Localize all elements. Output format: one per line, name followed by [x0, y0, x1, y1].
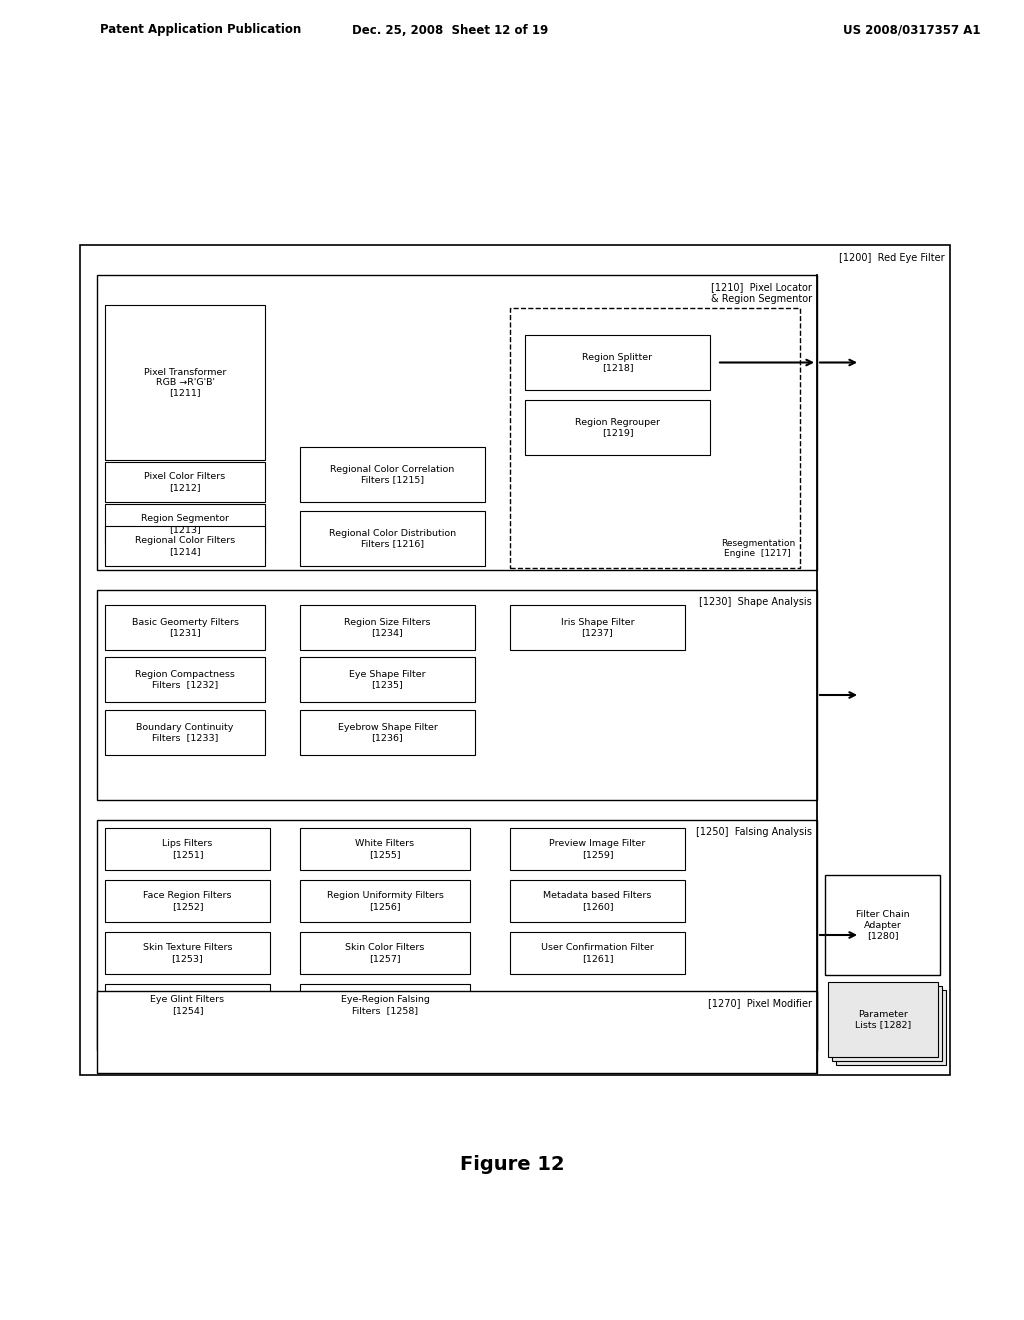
Bar — [525, 400, 710, 455]
Text: Regional Color Filters
[1214]: Regional Color Filters [1214] — [135, 536, 236, 556]
Bar — [836, 990, 946, 1065]
Bar — [300, 511, 485, 566]
Text: Boundary Continuity
Filters  [1233]: Boundary Continuity Filters [1233] — [136, 723, 233, 742]
Bar — [105, 932, 270, 974]
Bar — [300, 447, 485, 502]
Text: Skin Texture Filters
[1253]: Skin Texture Filters [1253] — [142, 944, 232, 962]
Text: User Confirmation Filter
[1261]: User Confirmation Filter [1261] — [541, 944, 654, 962]
Text: Region Size Filters
[1234]: Region Size Filters [1234] — [344, 618, 431, 638]
Bar — [510, 828, 685, 870]
Bar — [300, 657, 475, 702]
Text: Eye-Region Falsing
Filters  [1258]: Eye-Region Falsing Filters [1258] — [341, 995, 429, 1015]
Bar — [80, 246, 950, 1074]
Text: Eye Shape Filter
[1235]: Eye Shape Filter [1235] — [349, 669, 426, 689]
Bar — [300, 880, 470, 921]
Bar — [97, 590, 817, 800]
Text: Lips Filters
[1251]: Lips Filters [1251] — [163, 840, 213, 859]
Bar — [828, 982, 938, 1057]
Bar — [300, 983, 470, 1026]
Bar — [510, 605, 685, 649]
Bar — [831, 986, 942, 1061]
Text: Parameter
Lists [1282]: Parameter Lists [1282] — [855, 1010, 911, 1030]
Text: Region Uniformity Filters
[1256]: Region Uniformity Filters [1256] — [327, 891, 443, 911]
Bar — [510, 880, 685, 921]
Text: Preview Image Filter
[1259]: Preview Image Filter [1259] — [549, 840, 646, 859]
Text: Region Regrouper
[1219]: Region Regrouper [1219] — [575, 418, 660, 437]
Bar — [510, 308, 800, 568]
Bar — [105, 605, 265, 649]
Text: Filter Chain
Adapter
[1280]: Filter Chain Adapter [1280] — [856, 909, 909, 940]
Text: Figure 12: Figure 12 — [460, 1155, 564, 1175]
Text: [1210]  Pixel Locator
& Region Segmentor: [1210] Pixel Locator & Region Segmentor — [711, 282, 812, 304]
Bar — [105, 657, 265, 702]
Text: Metadata based Filters
[1260]: Metadata based Filters [1260] — [544, 891, 651, 911]
Text: Pixel Color Filters
[1212]: Pixel Color Filters [1212] — [144, 473, 225, 492]
Text: Pixel Transformer
RGB →R'G'B'
[1211]: Pixel Transformer RGB →R'G'B' [1211] — [143, 367, 226, 397]
Text: Dec. 25, 2008  Sheet 12 of 19: Dec. 25, 2008 Sheet 12 of 19 — [352, 24, 548, 37]
Bar — [105, 305, 265, 459]
Text: Eyebrow Shape Filter
[1236]: Eyebrow Shape Filter [1236] — [338, 723, 437, 742]
Bar — [105, 983, 270, 1026]
Bar — [97, 275, 817, 570]
Text: Region Compactness
Filters  [1232]: Region Compactness Filters [1232] — [135, 669, 234, 689]
Text: [1200]  Red Eye Filter: [1200] Red Eye Filter — [840, 253, 945, 263]
Bar — [105, 525, 265, 566]
Text: [1230]  Shape Analysis: [1230] Shape Analysis — [699, 597, 812, 607]
Text: Basic Geomerty Filters
[1231]: Basic Geomerty Filters [1231] — [131, 618, 239, 638]
Bar — [105, 880, 270, 921]
Bar — [105, 710, 265, 755]
Text: Eye Glint Filters
[1254]: Eye Glint Filters [1254] — [151, 995, 224, 1015]
Bar — [510, 932, 685, 974]
Bar — [300, 605, 475, 649]
Text: Patent Application Publication: Patent Application Publication — [100, 24, 301, 37]
Bar — [105, 504, 265, 544]
Text: Regional Color Distribution
Filters [1216]: Regional Color Distribution Filters [121… — [329, 529, 456, 548]
Bar — [97, 820, 817, 1049]
Bar — [525, 335, 710, 389]
Bar — [97, 991, 817, 1073]
Text: Iris Shape Filter
[1237]: Iris Shape Filter [1237] — [561, 618, 634, 638]
Text: US 2008/0317357 A1: US 2008/0317357 A1 — [843, 24, 980, 37]
Bar — [105, 828, 270, 870]
Text: White Filters
[1255]: White Filters [1255] — [355, 840, 415, 859]
Bar — [300, 828, 470, 870]
Bar — [300, 932, 470, 974]
Text: Regional Color Correlation
Filters [1215]: Regional Color Correlation Filters [1215… — [331, 465, 455, 484]
Text: Region Splitter
[1218]: Region Splitter [1218] — [583, 352, 652, 372]
Text: [1270]  Pixel Modifier: [1270] Pixel Modifier — [708, 998, 812, 1008]
Text: Skin Color Filters
[1257]: Skin Color Filters [1257] — [345, 944, 425, 962]
Text: Resegmentation
Engine  [1217]: Resegmentation Engine [1217] — [721, 539, 795, 558]
Text: [1250]  Falsing Analysis: [1250] Falsing Analysis — [696, 828, 812, 837]
Bar — [300, 710, 475, 755]
Bar — [825, 875, 940, 975]
Text: Region Segmentor
[1213]: Region Segmentor [1213] — [141, 515, 229, 533]
Bar — [105, 462, 265, 502]
Text: Face Region Filters
[1252]: Face Region Filters [1252] — [143, 891, 231, 911]
